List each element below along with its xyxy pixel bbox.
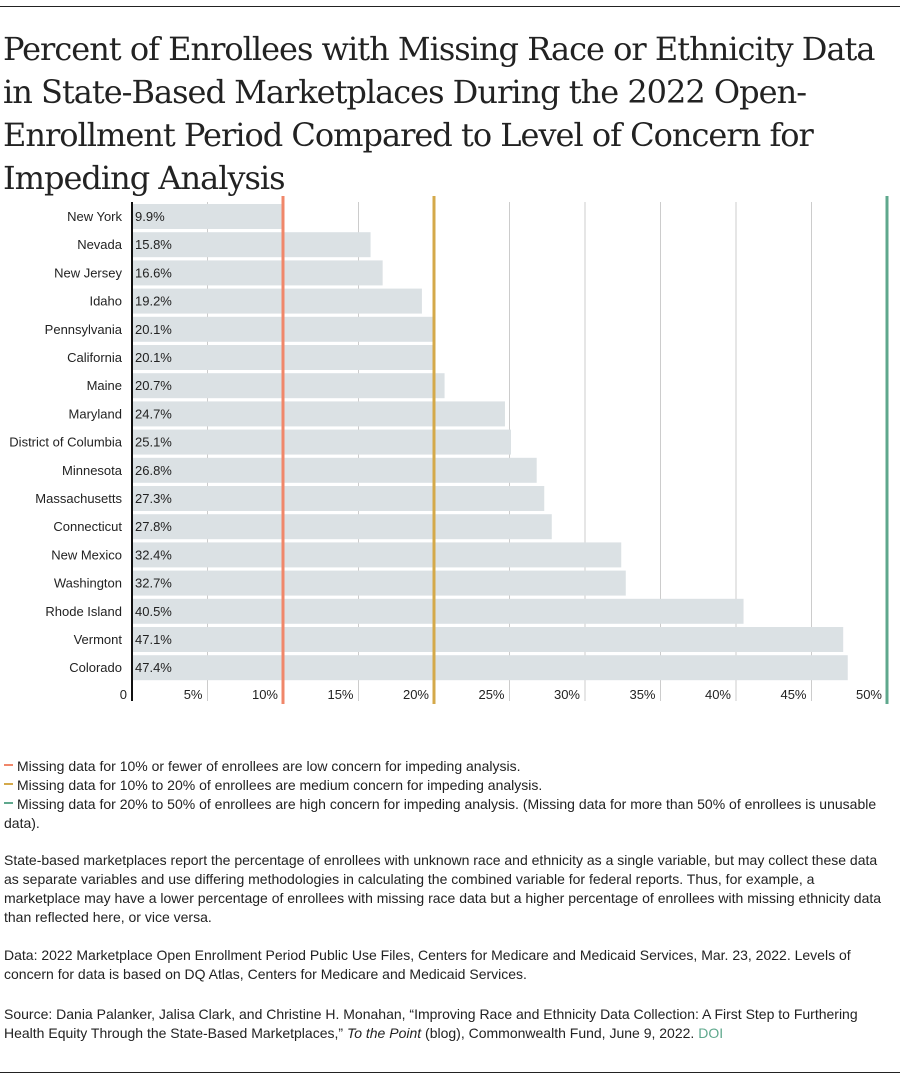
- value-label: 47.4%: [135, 660, 172, 675]
- category-label: New York: [67, 209, 122, 224]
- legend-swatch-low: [4, 764, 13, 767]
- x-tick-label: 15%: [327, 687, 353, 702]
- value-label: 26.8%: [135, 463, 172, 478]
- value-label: 24.7%: [135, 406, 172, 421]
- bar: [132, 598, 744, 624]
- category-label: New Mexico: [51, 547, 122, 562]
- bar: [132, 486, 545, 511]
- value-label: 16.6%: [135, 265, 172, 280]
- bar: [132, 260, 383, 286]
- category-label: Washington: [54, 576, 122, 591]
- data-note: Data: 2022 Marketplace Open Enrollment P…: [4, 947, 851, 982]
- top-rule: [0, 6, 900, 7]
- category-label: New Jersey: [54, 265, 122, 280]
- value-label: 32.4%: [135, 547, 172, 562]
- category-label: California: [67, 350, 123, 365]
- x-tick-label: 0: [120, 687, 127, 702]
- methodology-note: State-based marketplaces report the perc…: [4, 852, 882, 925]
- x-tick-label: 50%: [856, 687, 882, 702]
- value-label: 19.2%: [135, 294, 172, 309]
- bar: [132, 232, 371, 258]
- bar-chart: New York Nevada New Jersey Idaho Pennsylvani…: [9, 196, 889, 704]
- x-tick-label: 35%: [629, 687, 655, 702]
- bars: [132, 204, 848, 681]
- bar: [132, 514, 552, 540]
- bar: [132, 655, 848, 681]
- legend-swatch-medium: [4, 783, 13, 786]
- bar: [132, 457, 537, 483]
- legend: Missing data for 10% or fewer of enrolle…: [4, 757, 894, 833]
- bar: [132, 204, 282, 229]
- legend-item-high: Missing data for 20% to 50% of enrollees…: [4, 795, 894, 833]
- chart-title: Percent of Enrollees with Missing Race o…: [3, 30, 875, 197]
- value-label: 20.7%: [135, 378, 172, 393]
- value-label: 20.1%: [135, 350, 172, 365]
- x-tick-label: 25%: [478, 687, 504, 702]
- value-label: 27.8%: [135, 519, 172, 534]
- source-text: Source: Dania Palanker, Jalisa Clark, an…: [4, 1006, 858, 1041]
- category-label: Minnesota: [62, 463, 123, 478]
- category-label: Pennsylvania: [45, 322, 123, 337]
- x-tick-label: 30%: [554, 687, 580, 702]
- category-label: Idaho: [89, 294, 122, 309]
- bar: [132, 401, 505, 427]
- source-note: Source: Dania Palanker, Jalisa Clark, an…: [4, 1005, 894, 1043]
- value-label: 27.3%: [135, 491, 172, 506]
- source-publication: To the Point: [346, 1025, 422, 1041]
- source-text-end: (blog), Commonwealth Fund, June 9, 2022.: [421, 1025, 699, 1041]
- category-label: Massachusetts: [35, 491, 122, 506]
- legend-text-high: Missing data for 20% to 50% of enrollees…: [4, 796, 877, 831]
- x-tick-label: 45%: [780, 687, 806, 702]
- value-label: 32.7%: [135, 576, 172, 591]
- category-label: Maryland: [69, 406, 122, 421]
- doi-link[interactable]: DOI: [698, 1025, 724, 1041]
- category-label: Nevada: [77, 237, 123, 252]
- category-label: District of Columbia: [9, 435, 122, 450]
- bar: [132, 429, 512, 455]
- x-tick-label: 5%: [184, 687, 203, 702]
- bar: [132, 570, 626, 596]
- x-tick-label: 40%: [705, 687, 731, 702]
- category-labels: New York Nevada New Jersey Idaho Pennsylvani…: [9, 209, 122, 675]
- value-label: 47.1%: [135, 632, 172, 647]
- bar: [132, 373, 445, 399]
- value-label: 25.1%: [135, 435, 172, 450]
- category-label: Colorado: [69, 660, 122, 675]
- value-label: 20.1%: [135, 322, 172, 337]
- bar: [132, 627, 844, 652]
- category-label: Connecticut: [53, 519, 122, 534]
- legend-item-low: Missing data for 10% or fewer of enrolle…: [4, 757, 894, 776]
- bar: [132, 542, 622, 568]
- value-label: 15.8%: [135, 237, 172, 252]
- value-label: 40.5%: [135, 604, 172, 619]
- value-label: 9.9%: [135, 209, 165, 224]
- bar: [132, 288, 422, 314]
- legend-swatch-high: [4, 802, 13, 805]
- legend-text-low: Missing data for 10% or fewer of enrolle…: [17, 758, 521, 774]
- reference-lines: [281, 196, 889, 704]
- category-label: Maine: [87, 378, 122, 393]
- x-tick-labels: 0 5% 10% 15% 20% 25% 30% 35% 40% 45% 50%: [120, 687, 883, 702]
- x-tick-label: 20%: [403, 687, 429, 702]
- legend-item-medium: Missing data for 10% to 20% of enrollees…: [4, 776, 894, 795]
- category-label: Rhode Island: [45, 604, 122, 619]
- value-labels: 9.9% 15.8% 16.6% 19.2% 20.1% 20.1% 20.7% 24.7% 2…: [135, 209, 172, 675]
- category-label: Vermont: [74, 632, 123, 647]
- legend-text-medium: Missing data for 10% to 20% of enrollees…: [17, 777, 543, 793]
- x-tick-label: 10%: [252, 687, 278, 702]
- bottom-rule: [0, 1072, 900, 1073]
